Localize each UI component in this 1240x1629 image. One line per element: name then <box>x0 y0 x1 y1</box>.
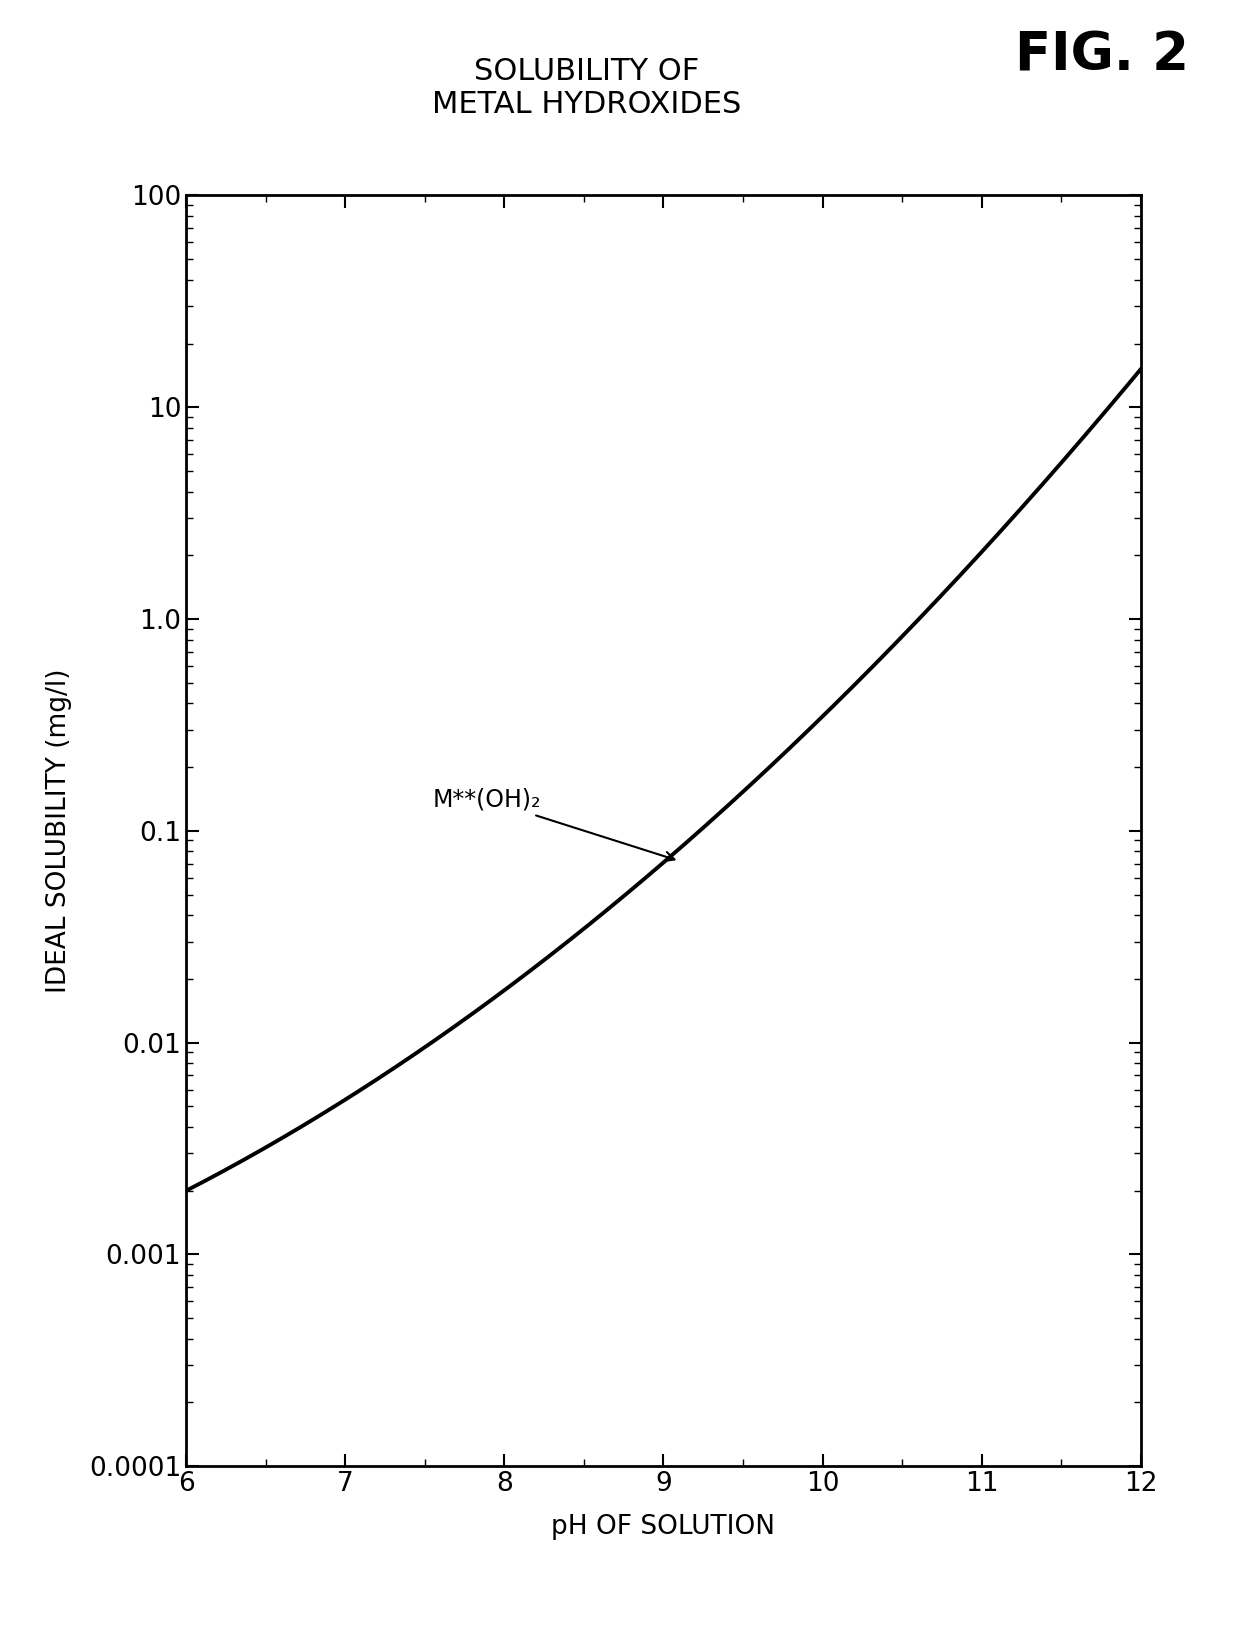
Text: M**(OH)₂: M**(OH)₂ <box>433 788 675 862</box>
Text: SOLUBILITY OF
METAL HYDROXIDES: SOLUBILITY OF METAL HYDROXIDES <box>433 57 742 119</box>
Text: FIG. 2: FIG. 2 <box>1014 29 1188 81</box>
Y-axis label: IDEAL SOLUBILITY (mg/l): IDEAL SOLUBILITY (mg/l) <box>46 668 72 994</box>
X-axis label: pH OF SOLUTION: pH OF SOLUTION <box>552 1513 775 1539</box>
